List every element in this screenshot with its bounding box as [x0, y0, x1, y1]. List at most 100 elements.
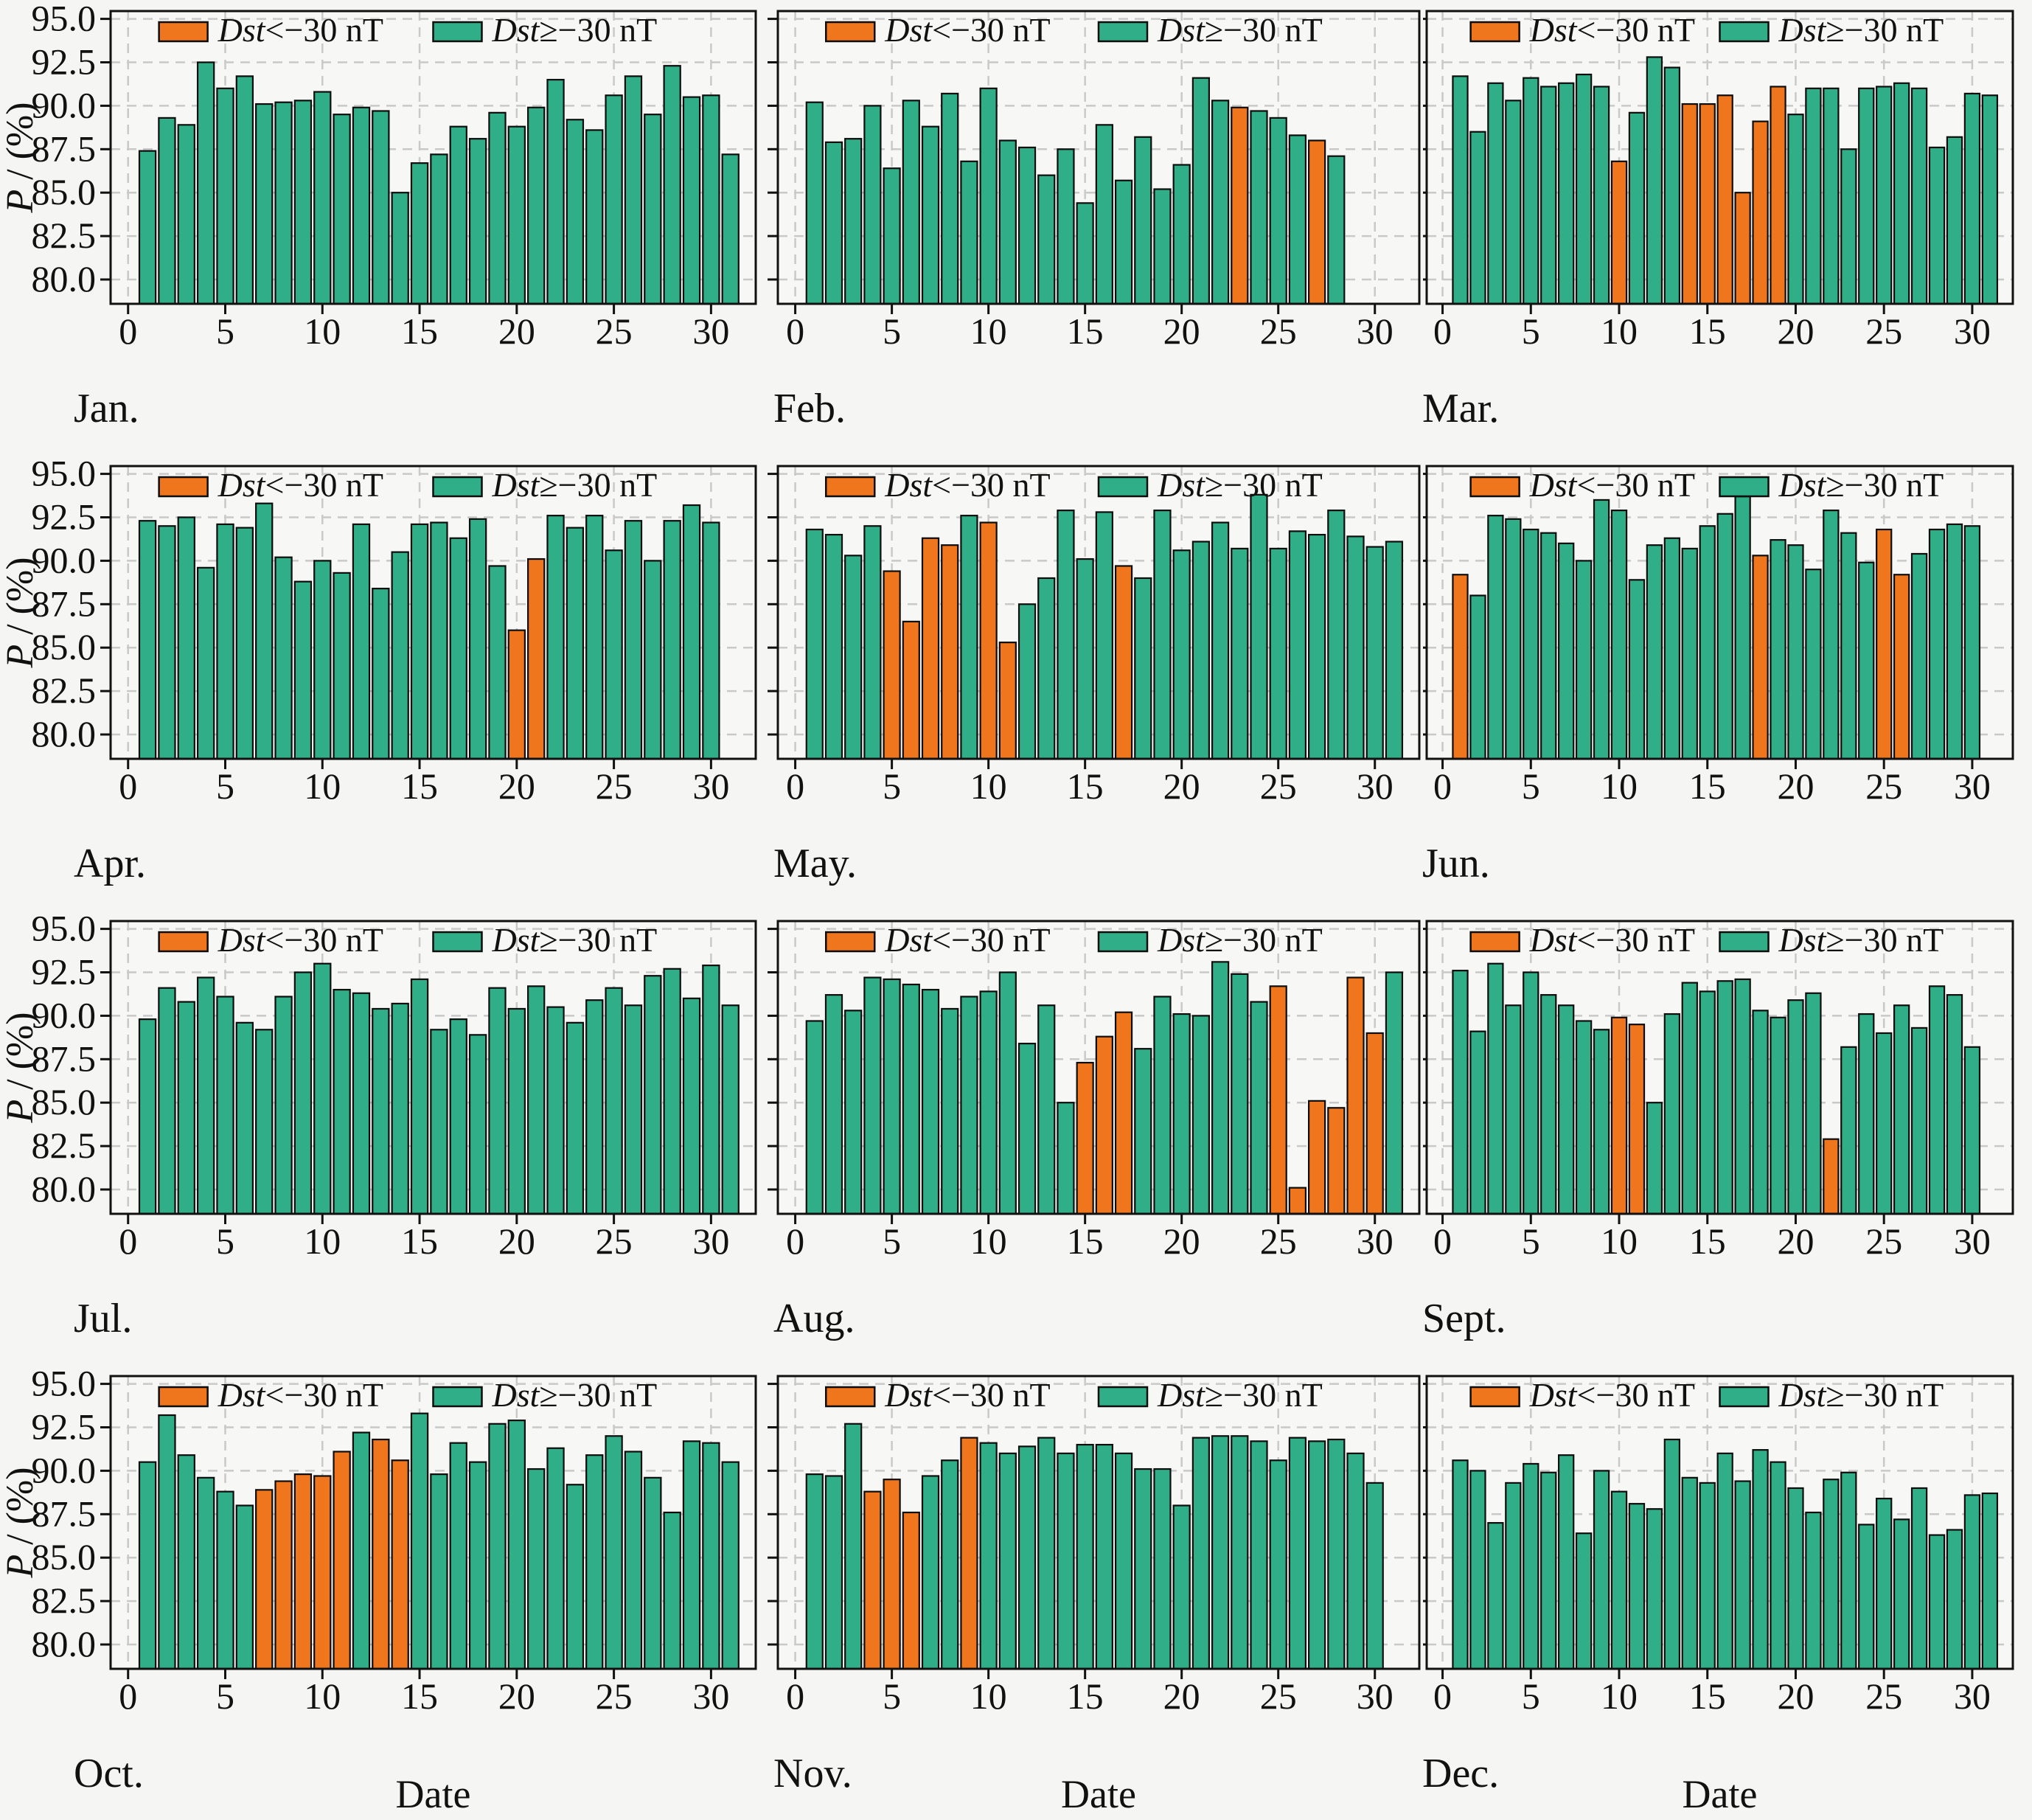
- quiet-bar-day-15: [410, 978, 429, 1215]
- quiet-bar-day-3: [1487, 82, 1504, 305]
- x-axis-label: Date: [1683, 1772, 1758, 1816]
- quiet-bar-day-1: [1452, 1459, 1469, 1670]
- storm-bar-day-16: [1095, 1035, 1113, 1215]
- quiet-bar-day-22: [546, 1006, 565, 1215]
- quiet-bar-day-31: [721, 153, 740, 305]
- quiet-bar-day-1: [805, 1020, 824, 1215]
- x-tick-label: 0: [119, 1675, 137, 1717]
- x-axis-label: Date: [396, 1772, 471, 1816]
- quiet-bar-day-29: [1346, 1452, 1365, 1670]
- quiet-bar-day-2: [1469, 1030, 1486, 1215]
- quiet-bar-day-16: [1095, 511, 1113, 760]
- x-tick-label: 20: [1163, 310, 1200, 352]
- tick-marks: [1423, 928, 1974, 1224]
- quiet-bar-day-5: [1523, 1462, 1539, 1670]
- quiet-bar-day-10: [313, 560, 332, 760]
- storm-bar-day-6: [902, 1511, 920, 1670]
- x-tick-label: 0: [786, 1220, 804, 1262]
- storm-bar-day-16: [1716, 94, 1733, 305]
- x-tick-label: 5: [1522, 1675, 1540, 1717]
- quiet-bar-day-19: [488, 565, 507, 760]
- quiet-bar-day-2: [824, 141, 843, 305]
- quiet-bar-day-5: [883, 167, 901, 305]
- bars: [138, 962, 740, 1215]
- legend-storm-swatch: [158, 476, 209, 498]
- quiet-bar-day-4: [863, 525, 882, 760]
- quiet-bar-day-19: [488, 987, 507, 1215]
- quiet-bar-day-5: [216, 996, 234, 1215]
- storm-bar-day-23: [1231, 106, 1249, 305]
- quiet-bar-day-3: [844, 1423, 863, 1670]
- legend-storm-swatch: [1469, 21, 1520, 43]
- quiet-bar-day-16: [430, 153, 448, 305]
- legend-quiet-label: Dst≥−30 nT: [492, 11, 658, 49]
- legend-storm-label: Dst<−30 nT: [884, 1376, 1050, 1414]
- storm-bar-day-22: [1823, 1138, 1840, 1215]
- quiet-bar-day-20: [1787, 544, 1804, 760]
- quiet-bar-day-18: [468, 1461, 487, 1670]
- quiet-bar-day-6: [1540, 994, 1557, 1215]
- quiet-bar-day-2: [158, 987, 176, 1215]
- quiet-bar-day-10: [979, 87, 998, 305]
- quiet-bar-day-14: [1057, 1452, 1075, 1670]
- quiet-bar-day-18: [468, 1034, 487, 1215]
- quiet-bar-day-31: [1385, 541, 1404, 760]
- quiet-bar-day-27: [1910, 1027, 1928, 1215]
- y-tick-label: 92.5: [32, 41, 97, 83]
- quiet-bar-day-25: [1269, 547, 1287, 760]
- x-tick-label: 20: [1163, 1220, 1200, 1262]
- y-tick-label: 92.5: [32, 951, 97, 993]
- x-tick-label: 0: [119, 310, 137, 352]
- y-tick-label: 80.0: [32, 713, 97, 754]
- x-tick-label: 30: [1357, 1220, 1393, 1262]
- quiet-bar-day-26: [1893, 82, 1910, 305]
- quiet-bar-day-9: [960, 996, 978, 1215]
- quiet-bar-day-13: [1037, 1437, 1056, 1670]
- quiet-bar-day-3: [177, 1454, 195, 1670]
- legend-storm-label: Dst<−30 nT: [1529, 466, 1695, 504]
- quiet-bar-day-25: [605, 987, 623, 1215]
- quiet-bar-day-28: [663, 65, 681, 305]
- storm-bar-day-18: [1752, 120, 1769, 305]
- storm-bar-day-14: [1681, 103, 1698, 305]
- quiet-bar-day-15: [1076, 202, 1094, 305]
- legend-storm-label: Dst<−30 nT: [884, 466, 1050, 504]
- storm-bar-day-8: [941, 544, 959, 760]
- quiet-bar-day-24: [1858, 87, 1875, 305]
- x-tick-label: 5: [1522, 765, 1540, 807]
- legend: Dst<−30 nT Dst≥−30 nT: [825, 921, 1323, 959]
- quiet-bar-day-15: [1699, 1482, 1716, 1670]
- storm-bar-day-26: [1893, 574, 1910, 760]
- storm-bar-day-11: [333, 1451, 351, 1670]
- tick-marks: [100, 928, 712, 1224]
- x-tick-label: 10: [970, 1220, 1007, 1262]
- quiet-bar-day-23: [1231, 1435, 1249, 1670]
- x-tick-label: 25: [596, 310, 633, 352]
- quiet-bar-day-11: [333, 572, 351, 760]
- quiet-bar-day-16: [1716, 980, 1733, 1215]
- y-tick-label: 80.0: [32, 258, 97, 299]
- quiet-bar-day-25: [1269, 117, 1287, 305]
- x-tick-label: 15: [401, 765, 438, 807]
- x-tick-label: 20: [498, 1220, 535, 1262]
- tick-marks: [1423, 473, 1974, 769]
- quiet-bar-day-25: [1876, 1498, 1893, 1670]
- quiet-bar-day-28: [1928, 146, 1946, 305]
- legend-storm-label: Dst<−30 nT: [884, 921, 1050, 959]
- subplot-cell-jun: 0 5 10 15 20 25 30 Jun. Dst<−30 nT Dst≥−30 nT: [1423, 455, 2032, 910]
- subplot-nov: 0 5 10 15 20 25 30 Nov. Dst<−30 nT Dst≥−30 nT Date: [768, 1375, 1421, 1816]
- x-tick-label: 5: [216, 765, 234, 807]
- legend-quiet-label: Dst≥−30 nT: [1157, 921, 1323, 959]
- quiet-bar-day-10: [313, 962, 332, 1215]
- storm-bar-day-10: [979, 521, 998, 760]
- quiet-bar-day-30: [702, 1442, 720, 1670]
- quiet-bar-day-25: [605, 1435, 623, 1670]
- quiet-bar-day-3: [1487, 1521, 1504, 1670]
- quiet-bar-day-23: [1840, 532, 1857, 760]
- quiet-bar-day-7: [1558, 1454, 1575, 1670]
- quiet-bar-day-30: [1963, 525, 1981, 760]
- x-tick-label: 5: [883, 1675, 901, 1717]
- quiet-bar-day-28: [663, 1511, 681, 1670]
- month-label: Oct.: [74, 1751, 144, 1796]
- x-tick-label: 15: [1689, 1675, 1726, 1717]
